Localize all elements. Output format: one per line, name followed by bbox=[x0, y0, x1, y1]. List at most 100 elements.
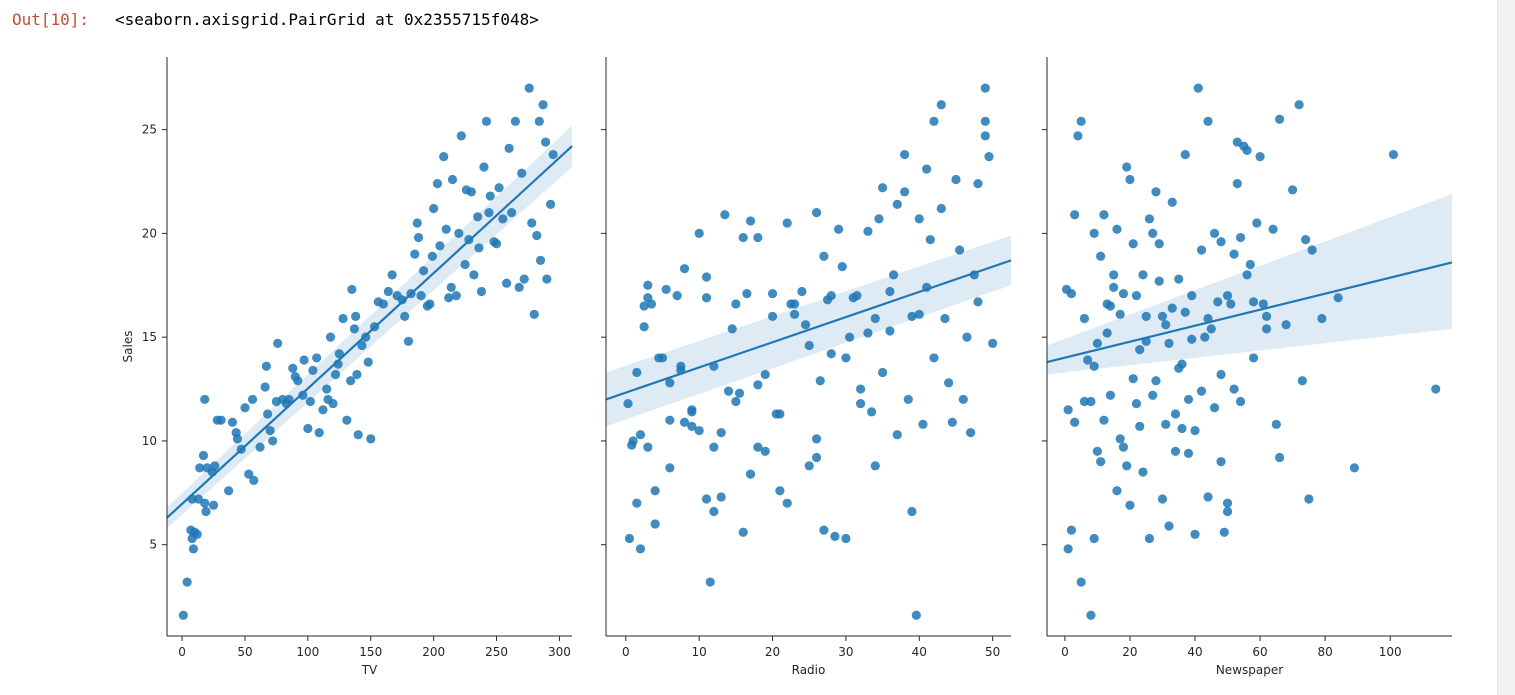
data-point bbox=[1118, 442, 1129, 452]
data-point bbox=[694, 425, 704, 436]
confidence-band bbox=[1047, 193, 1452, 375]
data-point bbox=[1109, 282, 1119, 292]
data-point bbox=[298, 390, 308, 400]
data-point bbox=[353, 430, 363, 440]
data-point bbox=[1235, 396, 1246, 407]
x-tick-label: 20 bbox=[765, 645, 780, 659]
panel-tv: 0 50 100 150 200 250 300 5 10 15 20 25 TV Sales bbox=[121, 57, 573, 677]
data-point bbox=[182, 577, 192, 587]
data-point bbox=[1161, 320, 1171, 330]
data-point bbox=[474, 243, 484, 253]
data-point bbox=[907, 311, 917, 322]
data-point bbox=[1138, 270, 1148, 280]
data-point bbox=[1297, 376, 1307, 386]
data-point bbox=[540, 137, 551, 147]
data-point bbox=[716, 492, 726, 502]
data-point bbox=[720, 210, 730, 220]
data-point bbox=[308, 365, 318, 375]
data-point bbox=[461, 185, 471, 195]
data-point bbox=[366, 434, 376, 444]
data-point bbox=[1252, 218, 1262, 228]
data-point bbox=[782, 498, 792, 508]
y-tick-label: 20 bbox=[142, 226, 157, 240]
x-tick-label: 250 bbox=[485, 645, 508, 659]
data-point bbox=[504, 143, 514, 153]
data-point bbox=[473, 212, 483, 222]
data-point bbox=[1245, 259, 1255, 270]
x-tick-label: 300 bbox=[548, 645, 571, 659]
data-point bbox=[1079, 396, 1090, 407]
data-point bbox=[944, 378, 954, 388]
data-point bbox=[1304, 494, 1314, 504]
data-point bbox=[731, 396, 741, 407]
data-point bbox=[911, 610, 921, 620]
data-point bbox=[519, 274, 529, 284]
data-point bbox=[632, 498, 642, 508]
data-point bbox=[1135, 345, 1145, 355]
data-point bbox=[623, 398, 633, 409]
data-point bbox=[1161, 419, 1171, 429]
data-point bbox=[973, 297, 983, 307]
data-point bbox=[1112, 486, 1122, 496]
data-point bbox=[679, 264, 690, 274]
data-point bbox=[1216, 237, 1226, 247]
data-point bbox=[988, 338, 998, 348]
y-tick-label: 10 bbox=[142, 434, 157, 448]
data-point bbox=[1235, 232, 1246, 243]
data-point bbox=[980, 131, 990, 141]
data-point bbox=[1242, 270, 1252, 280]
data-point bbox=[643, 293, 653, 303]
data-point bbox=[441, 224, 451, 234]
scrollbar-gutter[interactable] bbox=[1497, 0, 1515, 695]
data-point bbox=[1135, 421, 1145, 431]
data-point bbox=[328, 398, 338, 409]
data-point bbox=[1089, 533, 1099, 544]
data-point bbox=[1317, 313, 1327, 324]
data-point bbox=[800, 320, 811, 330]
data-point bbox=[542, 274, 552, 284]
data-point bbox=[416, 291, 426, 301]
x-tick-label: 0 bbox=[1061, 645, 1069, 659]
data-point bbox=[1138, 467, 1148, 477]
data-point bbox=[1255, 152, 1265, 162]
data-point bbox=[1301, 235, 1311, 245]
data-point bbox=[178, 610, 188, 620]
data-point bbox=[534, 116, 544, 126]
data-point bbox=[1196, 245, 1207, 255]
data-point bbox=[811, 452, 822, 463]
data-point bbox=[687, 421, 697, 431]
data-point bbox=[1219, 527, 1229, 537]
data-point bbox=[1167, 303, 1177, 313]
data-point bbox=[672, 291, 682, 301]
data-point bbox=[432, 178, 443, 189]
data-point bbox=[1274, 114, 1285, 124]
data-point bbox=[709, 506, 719, 517]
data-point bbox=[318, 405, 328, 415]
data-point bbox=[403, 336, 414, 346]
data-point bbox=[247, 394, 258, 405]
data-point bbox=[439, 152, 449, 162]
data-point bbox=[705, 577, 715, 587]
data-point bbox=[1157, 494, 1168, 504]
data-point bbox=[958, 394, 968, 405]
data-point bbox=[1092, 446, 1103, 456]
data-point bbox=[244, 469, 254, 479]
data-point bbox=[907, 506, 917, 517]
data-point bbox=[208, 500, 219, 510]
data-point bbox=[1092, 338, 1103, 348]
data-point bbox=[342, 415, 352, 425]
x-tick-label: 60 bbox=[1252, 645, 1267, 659]
data-point bbox=[273, 338, 283, 348]
data-point bbox=[265, 425, 275, 436]
x-axis-label: TV bbox=[361, 663, 378, 677]
data-point bbox=[760, 369, 770, 380]
data-point bbox=[255, 442, 265, 452]
x-tick-label: 0 bbox=[178, 645, 186, 659]
data-point bbox=[454, 228, 464, 238]
data-point bbox=[1118, 288, 1129, 299]
data-point bbox=[1248, 297, 1259, 307]
data-point bbox=[312, 353, 322, 363]
data-point bbox=[1180, 307, 1190, 317]
data-point bbox=[1177, 423, 1187, 434]
data-point bbox=[665, 463, 675, 473]
